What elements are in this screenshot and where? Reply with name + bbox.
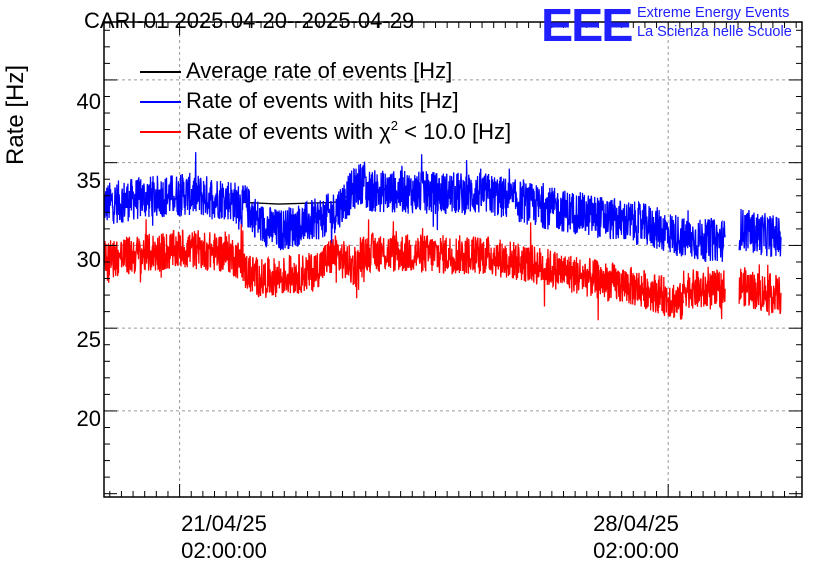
axes xyxy=(103,21,803,498)
eee-logo: EEE xyxy=(541,0,633,51)
legend-chi2-sup: 2 xyxy=(390,118,398,133)
series-line-segment xyxy=(242,235,367,299)
y-tick-label: 40 xyxy=(76,89,101,114)
series-line-segment xyxy=(365,219,684,321)
y-tick-label: 35 xyxy=(76,168,101,193)
legend-label-chi2: Rate of events with χ2 < 10.0 [Hz] xyxy=(186,118,511,145)
plot-frame xyxy=(103,21,803,498)
x-tick-label: 28/04/25 02:00:00 xyxy=(556,510,716,564)
series-line-segment xyxy=(738,209,782,257)
x-tick-date: 21/04/25 xyxy=(181,511,267,536)
y-tick-label: 25 xyxy=(76,327,101,352)
x-tick-time: 02:00:00 xyxy=(593,538,679,563)
legend-chi2-prefix: Rate of events with χ xyxy=(186,119,391,144)
logo-caption-line2: La Scienza nelle Scuole xyxy=(637,24,792,40)
chart-title: CARI-01 2025-04-20--2025-04-29 xyxy=(84,8,415,33)
legend-label-hits: Rate of events with hits [Hz] xyxy=(186,88,459,113)
series-line-segment xyxy=(738,264,782,316)
series-1 xyxy=(103,152,782,262)
y-tick-label: 20 xyxy=(76,406,101,431)
legend-chi2-suffix: < 10.0 [Hz] xyxy=(398,119,512,144)
series-line-segment xyxy=(682,210,726,262)
logo-caption-line1: Extreme Energy Events xyxy=(637,5,790,21)
y-tick-label: 30 xyxy=(76,247,101,272)
x-tick-date: 28/04/25 xyxy=(593,511,679,536)
series-line-segment xyxy=(365,154,684,257)
legend xyxy=(140,71,181,133)
series-line-segment xyxy=(682,266,726,320)
series-line-segment xyxy=(242,161,367,253)
legend-label-average: Average rate of events [Hz] xyxy=(186,58,453,83)
series-line-segment xyxy=(103,152,245,230)
logo-caption: Extreme Energy Events La Scienza nelle S… xyxy=(637,4,792,42)
series-layer xyxy=(103,152,782,321)
y-axis-label: Rate [Hz] xyxy=(2,64,29,165)
x-tick-label: 21/04/25 02:00:00 xyxy=(144,510,304,564)
x-tick-time: 02:00:00 xyxy=(181,538,267,563)
series-2 xyxy=(103,219,782,321)
series-line-segment xyxy=(103,219,245,283)
